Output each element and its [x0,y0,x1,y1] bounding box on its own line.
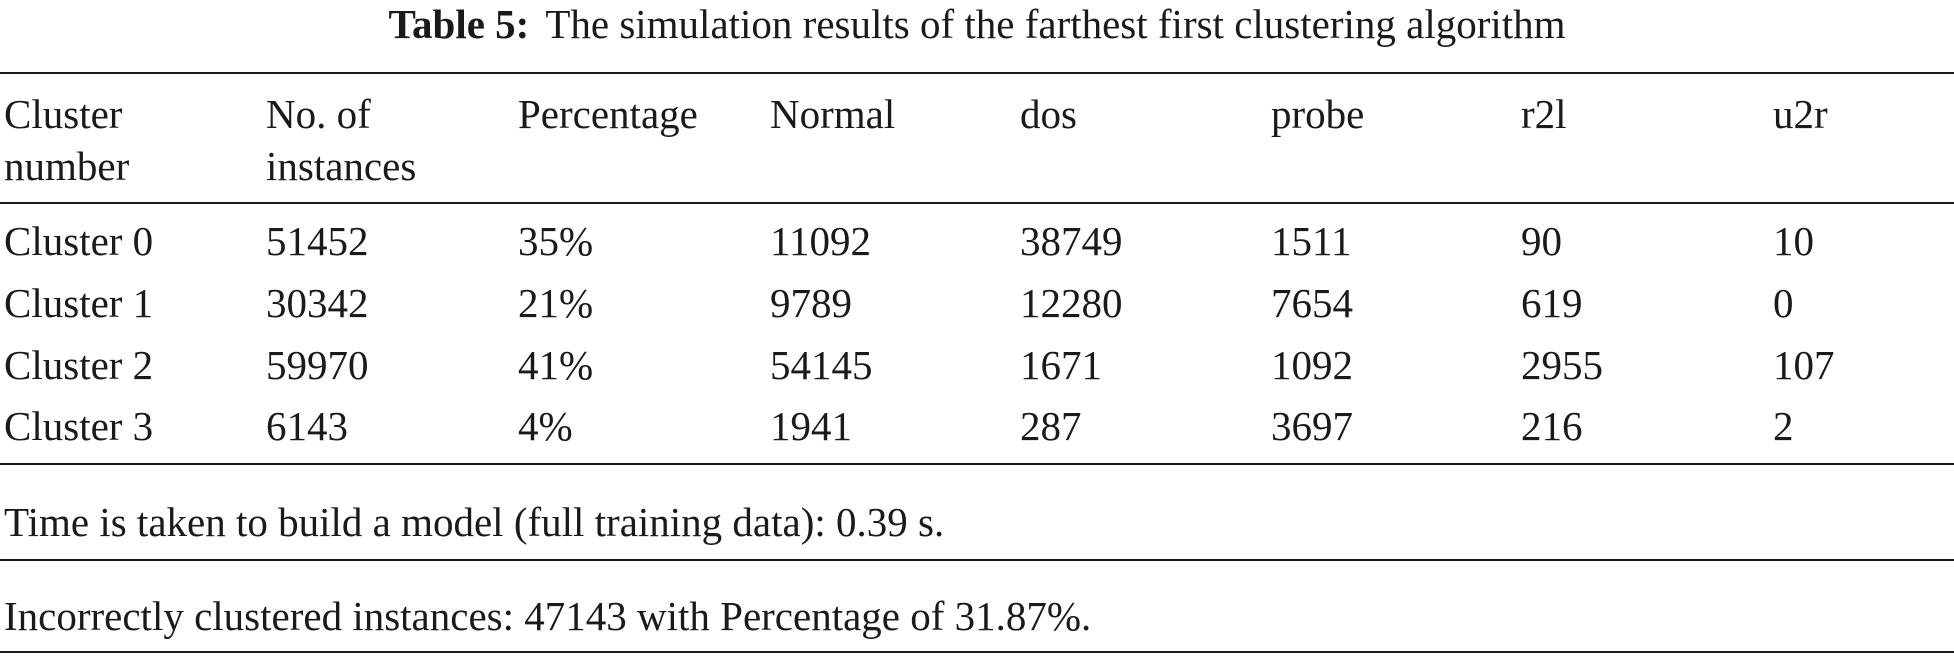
cell-normal: 1941 [770,403,852,449]
cell-cluster: Cluster 1 [4,280,154,326]
header-no-of-instances-line1: No. of [266,91,371,137]
cell-instances: 59970 [266,342,369,388]
cell-probe: 1092 [1271,342,1353,388]
top-rule [0,72,1954,74]
cell-normal: 9789 [770,280,852,326]
footnote-rule [0,559,1954,561]
header-cluster-number-line2: number [4,143,130,189]
header-u2r: u2r [1773,91,1828,137]
header-cluster-number-line1: Cluster [4,91,123,137]
cell-percentage: 41% [518,342,594,388]
header-r2l: r2l [1521,91,1567,137]
cell-probe: 3697 [1271,403,1353,449]
header-cluster-number: Cluster number [4,88,129,192]
cell-percentage: 21% [518,280,594,326]
cell-u2r: 0 [1773,280,1794,326]
header-normal: Normal [770,91,896,137]
header-percentage: Percentage [518,91,698,137]
incorrect-instances-note: Incorrectly clustered instances: 47143 w… [4,593,1092,639]
header-probe: probe [1271,91,1365,137]
build-time-note: Time is taken to build a model (full tra… [4,499,945,545]
cell-dos: 287 [1020,403,1082,449]
cell-normal: 54145 [770,342,873,388]
cell-probe: 1511 [1271,218,1352,264]
cell-percentage: 35% [518,218,594,264]
cell-r2l: 216 [1521,403,1583,449]
cell-r2l: 90 [1521,218,1562,264]
cell-r2l: 619 [1521,280,1583,326]
cell-dos: 12280 [1020,280,1123,326]
bottom-rule [0,651,1954,653]
cell-dos: 1671 [1020,342,1102,388]
table-caption: Table 5: The simulation results of the fa… [0,2,1954,46]
cell-cluster: Cluster 3 [4,403,154,449]
cell-u2r: 2 [1773,403,1794,449]
cell-instances: 6143 [266,403,348,449]
caption-label: Table 5: [388,1,530,47]
cell-instances: 51452 [266,218,369,264]
header-rule [0,202,1954,204]
cell-dos: 38749 [1020,218,1123,264]
cell-normal: 11092 [770,218,871,264]
cell-u2r: 107 [1773,342,1835,388]
table-bottom-rule [0,463,1954,465]
cell-probe: 7654 [1271,280,1353,326]
cell-instances: 30342 [266,280,369,326]
header-no-of-instances-line2: instances [266,143,417,189]
caption-text: The simulation results of the farthest f… [545,1,1566,47]
header-no-of-instances: No. of instances [266,88,416,192]
header-dos: dos [1020,91,1077,137]
cell-cluster: Cluster 2 [4,342,154,388]
cell-percentage: 4% [518,403,573,449]
cell-r2l: 2955 [1521,342,1603,388]
cell-cluster: Cluster 0 [4,218,154,264]
cell-u2r: 10 [1773,218,1814,264]
